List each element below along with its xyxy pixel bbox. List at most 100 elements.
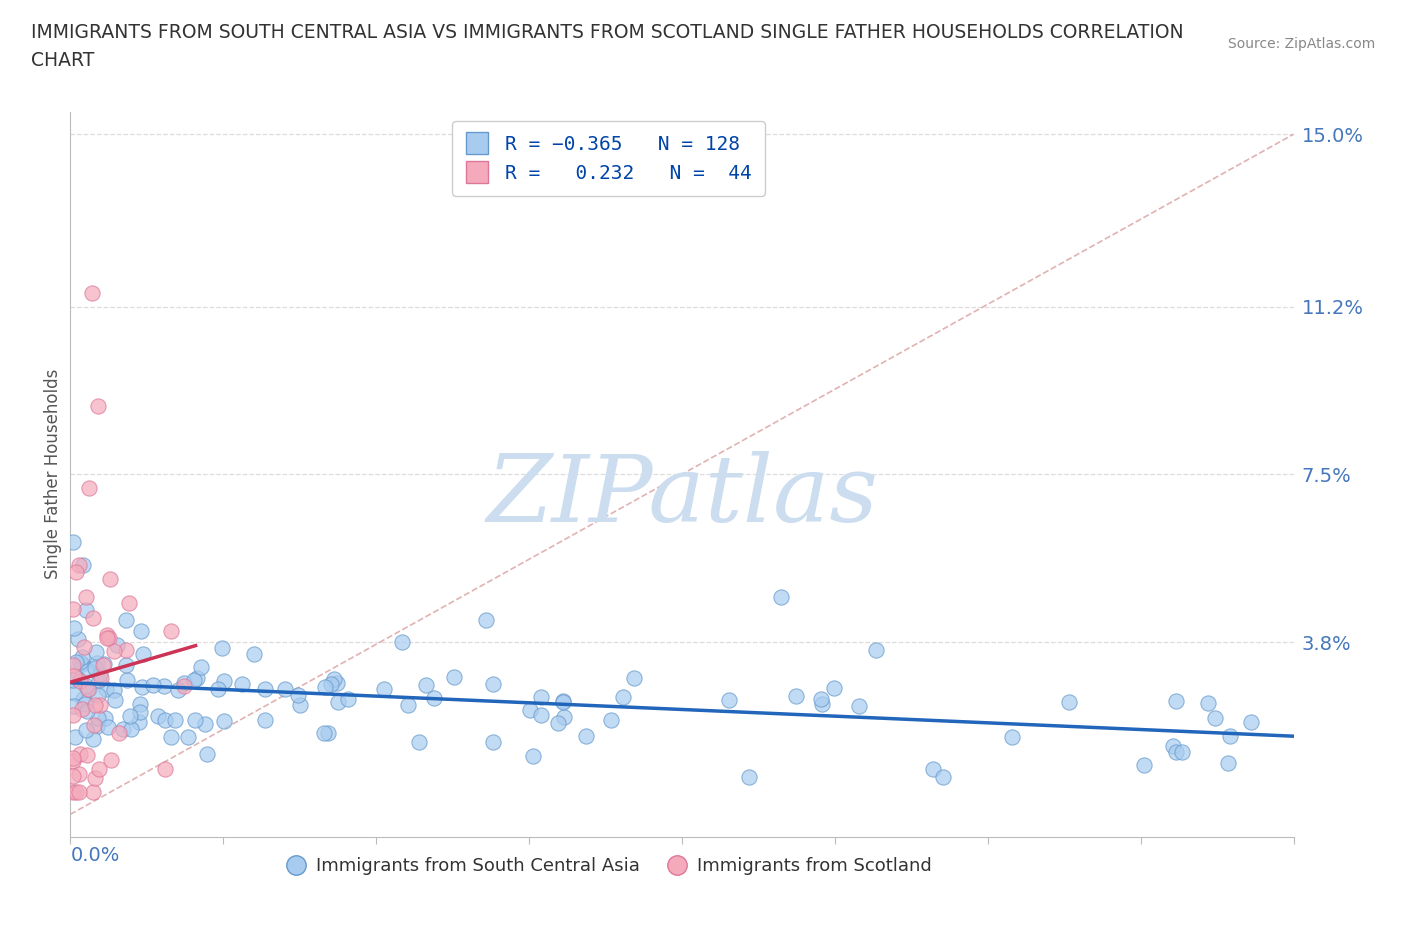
Point (111, 722, 134, 737)
Point (865, 643, 887, 658)
Point (62, 673, 84, 688)
Point (1216, 756, 1239, 771)
Point (1197, 696, 1219, 711)
Point (547, 716, 569, 731)
Point (73, 639, 96, 654)
Point (1163, 739, 1185, 754)
Point (212, 674, 235, 689)
Point (922, 762, 945, 777)
Point (475, 612, 498, 627)
Point (67, 784, 90, 799)
Point (184, 712, 207, 727)
Point (63, 621, 86, 636)
Point (785, 688, 807, 703)
Point (69, 747, 91, 762)
Point (70, 650, 93, 665)
Point (243, 646, 266, 661)
Point (62, 751, 84, 765)
Point (738, 769, 761, 784)
Point (823, 681, 845, 696)
Point (482, 735, 505, 750)
Point (96, 631, 118, 645)
Point (173, 675, 195, 690)
Point (97, 720, 120, 735)
Point (82, 732, 104, 747)
Legend: Immigrants from South Central Asia, Immigrants from Scotland: Immigrants from South Central Asia, Immi… (278, 850, 939, 883)
Point (90, 671, 112, 685)
Text: CHART: CHART (31, 51, 94, 70)
Point (623, 671, 645, 685)
Point (105, 637, 128, 652)
Point (211, 641, 233, 656)
Point (148, 709, 170, 724)
Point (423, 691, 446, 706)
Point (87, 673, 110, 688)
Point (1166, 693, 1188, 708)
Point (128, 714, 150, 729)
Point (87, 711, 110, 725)
Point (408, 735, 430, 750)
Point (115, 673, 138, 688)
Point (65, 654, 87, 669)
Point (1164, 745, 1187, 760)
Point (190, 659, 212, 674)
Point (326, 675, 349, 690)
Point (94, 711, 117, 725)
Point (69, 655, 91, 670)
Point (70, 701, 93, 716)
Point (83, 698, 105, 712)
Point (87, 687, 110, 702)
Point (575, 729, 598, 744)
Point (391, 634, 413, 649)
Point (69, 673, 91, 688)
Point (103, 644, 125, 658)
Point (129, 697, 152, 711)
Point (75, 723, 97, 737)
Point (530, 690, 553, 705)
Text: ZIPatlas: ZIPatlas (486, 451, 877, 541)
Point (63, 685, 86, 700)
Point (67, 631, 90, 646)
Point (75, 590, 97, 604)
Point (97, 631, 120, 645)
Point (153, 762, 176, 777)
Point (86, 656, 108, 671)
Point (114, 643, 136, 658)
Point (65, 565, 87, 580)
Point (98, 571, 121, 586)
Point (769, 590, 792, 604)
Text: IMMIGRANTS FROM SOUTH CENTRAL ASIA VS IMMIGRANTS FROM SCOTLAND SINGLE FATHER HOU: IMMIGRANTS FROM SOUTH CENTRAL ASIA VS IM… (31, 23, 1184, 42)
Point (153, 712, 176, 727)
Point (254, 712, 277, 727)
Point (194, 717, 217, 732)
Point (93, 657, 115, 671)
Point (75, 679, 97, 694)
Point (82, 611, 104, 626)
Point (114, 613, 136, 628)
Point (62, 708, 84, 723)
Point (183, 672, 205, 687)
Point (84, 771, 107, 786)
Point (63, 669, 86, 684)
Point (66, 671, 89, 685)
Point (1133, 757, 1156, 772)
Point (89, 698, 111, 713)
Point (167, 683, 190, 698)
Point (62, 658, 84, 672)
Point (551, 693, 574, 708)
Point (1059, 694, 1081, 709)
Point (107, 725, 129, 740)
Point (553, 710, 575, 724)
Point (1171, 744, 1194, 759)
Point (115, 658, 138, 672)
Point (76, 748, 98, 763)
Point (82, 784, 104, 799)
Point (100, 752, 122, 767)
Point (120, 709, 142, 724)
Point (83, 718, 105, 733)
Point (129, 705, 152, 720)
Point (274, 682, 297, 697)
Point (72, 558, 94, 573)
Point (312, 725, 335, 740)
Point (551, 695, 574, 710)
